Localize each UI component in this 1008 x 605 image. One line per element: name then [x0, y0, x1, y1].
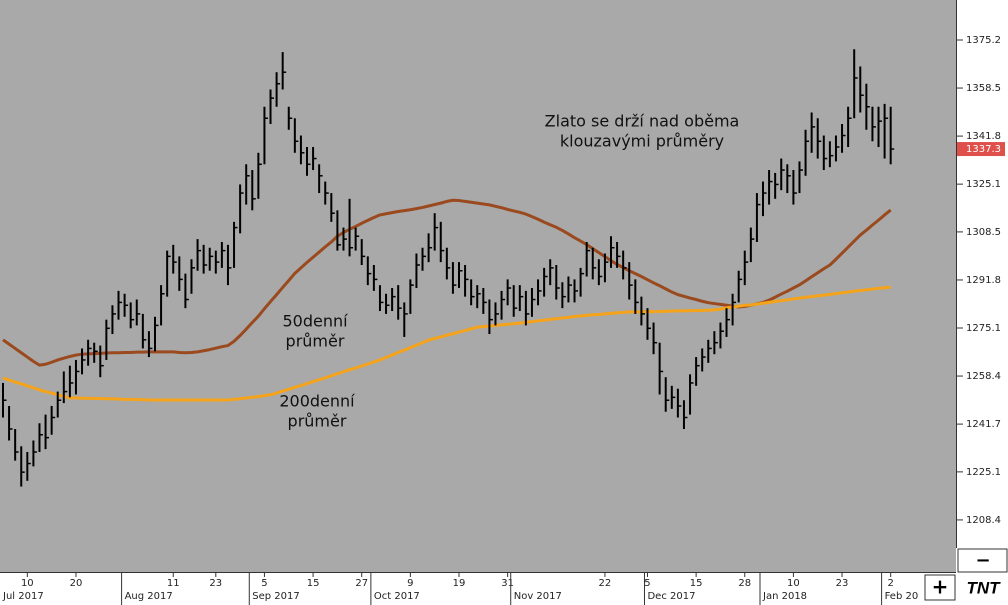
- x-tick-label: 15: [307, 578, 320, 589]
- x-tick-label: 27: [355, 578, 368, 589]
- y-tick-label: 1308.5: [966, 227, 1001, 238]
- month-label: Aug 2017: [125, 591, 173, 602]
- last-price-tag: [957, 142, 1005, 157]
- zoom-out-label[interactable]: −: [975, 550, 990, 571]
- last-price-label: 1337.3: [966, 144, 1001, 155]
- annotation: průměr: [286, 332, 345, 351]
- x-tick-label: 23: [836, 578, 849, 589]
- month-label: Feb 20: [885, 591, 919, 602]
- x-tick-label: 11: [167, 578, 180, 589]
- x-tick-label: 10: [787, 578, 800, 589]
- month-label: Jul 2017: [2, 591, 44, 602]
- zoom-out-button[interactable]: −: [957, 548, 1008, 573]
- y-tick-label: 1325.1: [966, 179, 1001, 190]
- month-label: Sep 2017: [252, 591, 299, 602]
- x-tick-label: 9: [407, 578, 413, 589]
- x-tick-label: 28: [738, 578, 751, 589]
- x-tick-label: 15: [690, 578, 703, 589]
- x-tick-label: 2: [887, 578, 893, 589]
- y-tick-label: 1208.4: [966, 515, 1001, 526]
- annotation: Zlato se drží nad oběma: [545, 112, 740, 131]
- zoom-in-button[interactable]: +: [924, 574, 956, 601]
- logo: TNT: [958, 575, 1007, 603]
- x-tick-label: 19: [453, 578, 466, 589]
- moving-average-line: [2, 285, 891, 402]
- y-tick-label: 1258.4: [966, 371, 1001, 382]
- x-tick-label: 10: [21, 578, 34, 589]
- month-label: Jan 2018: [762, 591, 807, 602]
- x-tick-label: 5: [644, 578, 650, 589]
- annotation: průměr: [288, 412, 347, 431]
- zoom-in-label[interactable]: +: [932, 575, 949, 599]
- y-tick-label: 1225.1: [966, 467, 1001, 478]
- y-tick-label: 1375.2: [966, 35, 1001, 46]
- y-tick-label: 1241.7: [966, 419, 1001, 430]
- x-tick-label: 22: [599, 578, 612, 589]
- annotation: klouzavými průměry: [560, 132, 724, 151]
- x-axis-panel: [0, 572, 956, 605]
- x-tick-label: 20: [70, 578, 83, 589]
- annotation: 200denní: [279, 392, 355, 411]
- axes: 1208.4 1225.1 1241.7 1258.4 1275.1 1291.8 1308…: [2, 35, 1005, 605]
- month-label: Nov 2017: [514, 591, 562, 602]
- annotation: 50denní: [282, 312, 348, 331]
- x-tick-label: 23: [209, 578, 222, 589]
- y-tick-label: 1275.1: [966, 323, 1001, 334]
- y-tick-label: 1341.8: [966, 131, 1001, 142]
- month-label: Dec 2017: [647, 591, 695, 602]
- y-tick-label: 1358.5: [966, 83, 1001, 94]
- month-label: Oct 2017: [374, 591, 420, 602]
- logo-text: TNT: [966, 578, 1001, 597]
- x-tick-label: 5: [261, 578, 267, 589]
- y-tick-label: 1291.8: [966, 275, 1001, 286]
- x-tick-label: 31: [501, 578, 514, 589]
- y-axis-panel: [956, 0, 1008, 605]
